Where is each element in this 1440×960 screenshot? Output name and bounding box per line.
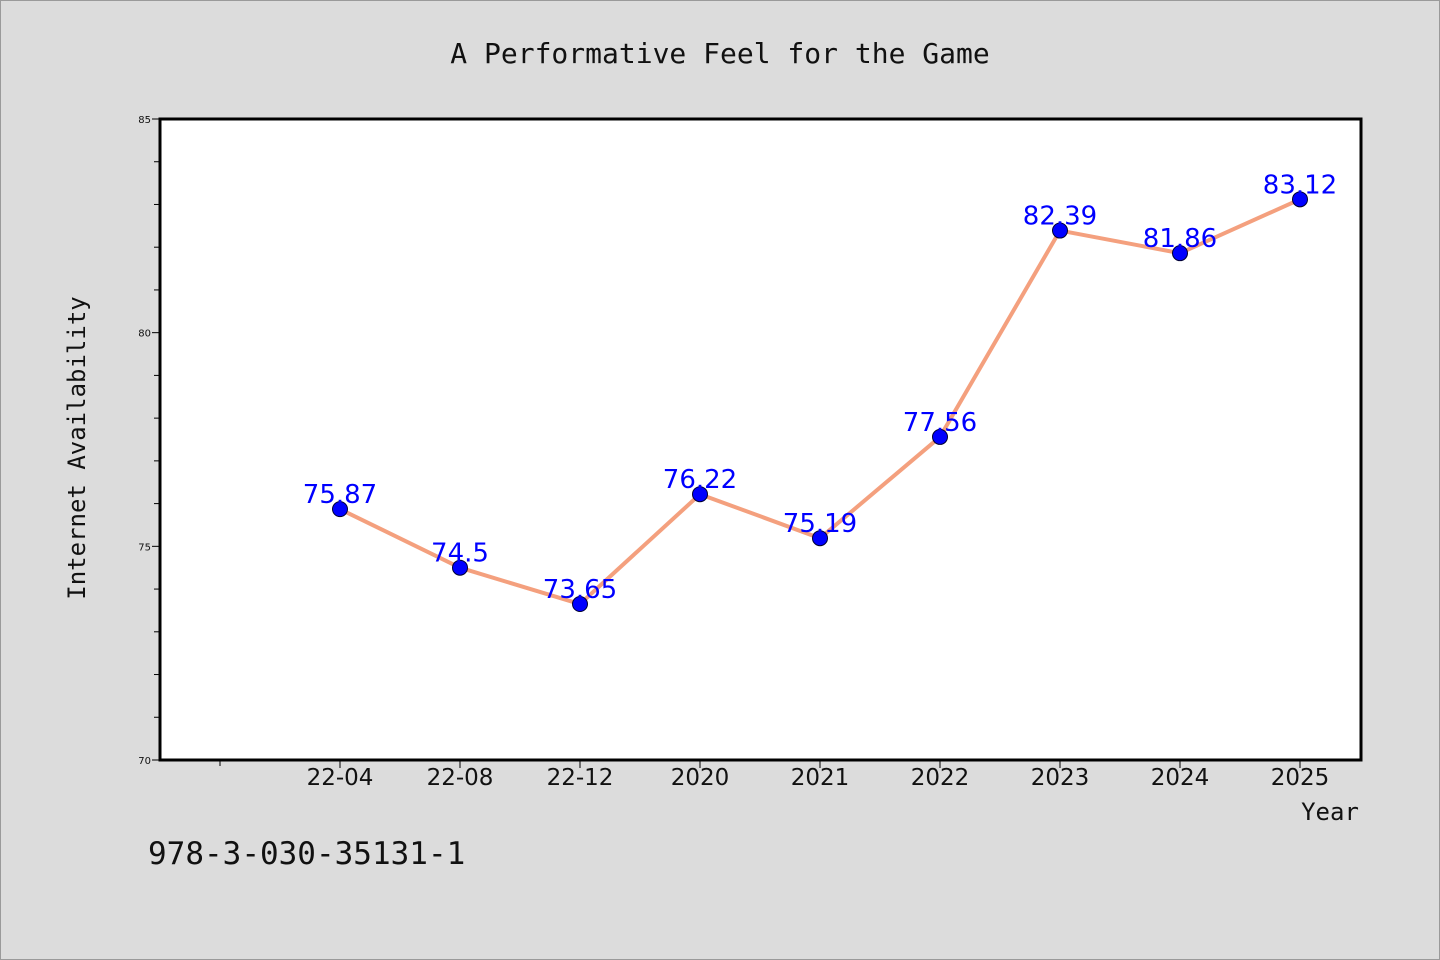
y-axis: 70 75 80 85	[138, 115, 160, 767]
plot-area	[158, 117, 1363, 762]
data-point	[452, 559, 468, 576]
data-label: 83.12	[1263, 170, 1337, 200]
x-tick-label: 2022	[911, 765, 970, 791]
x-axis-label: Year	[1301, 798, 1359, 826]
data-point	[1172, 245, 1188, 262]
data-point	[692, 486, 708, 503]
y-axis-label: Internet Availability	[63, 296, 91, 599]
x-axis: 22-04 22-08 22-12 2020 2021 2022 2023 2024 2025	[219, 760, 1330, 791]
data-label: 75.87	[303, 480, 377, 510]
y-tick-label: 75	[138, 542, 151, 553]
y-tick-label: 80	[138, 329, 151, 340]
y-tick-label: 85	[138, 115, 151, 126]
x-tick-label: 2023	[1031, 765, 1090, 791]
data-label: 74.5	[431, 539, 489, 569]
data-point	[812, 530, 828, 547]
data-label: 75.19	[783, 509, 857, 539]
x-tick-label: 22-08	[427, 765, 494, 791]
data-label: 73.65	[543, 575, 617, 605]
x-tick-label: 22-12	[547, 765, 614, 791]
data-label: 77.56	[903, 408, 977, 438]
data-point	[332, 501, 348, 518]
data-point	[932, 428, 948, 445]
x-tick-label: 22-04	[307, 765, 374, 791]
data-label: 81.86	[1143, 224, 1217, 254]
data-label: 76.22	[663, 465, 737, 495]
chart-title: A Performative Feel for the Game	[450, 37, 989, 70]
data-point	[1292, 191, 1308, 208]
y-tick-label: 70	[138, 756, 151, 767]
x-tick-label: 2020	[671, 765, 730, 791]
data-point	[572, 596, 588, 613]
isbn-label: 978-3-030-35131-1	[148, 836, 465, 872]
x-tick-label: 2025	[1271, 765, 1330, 791]
data-label: 82.39	[1023, 202, 1097, 232]
x-tick-label: 2024	[1151, 765, 1210, 791]
data-point	[1052, 222, 1068, 239]
series: 75.87 74.5 73.65 76.22 75.19 77.56 82.39 81.86 8…	[303, 170, 1337, 613]
x-tick-label: 2021	[791, 765, 850, 791]
